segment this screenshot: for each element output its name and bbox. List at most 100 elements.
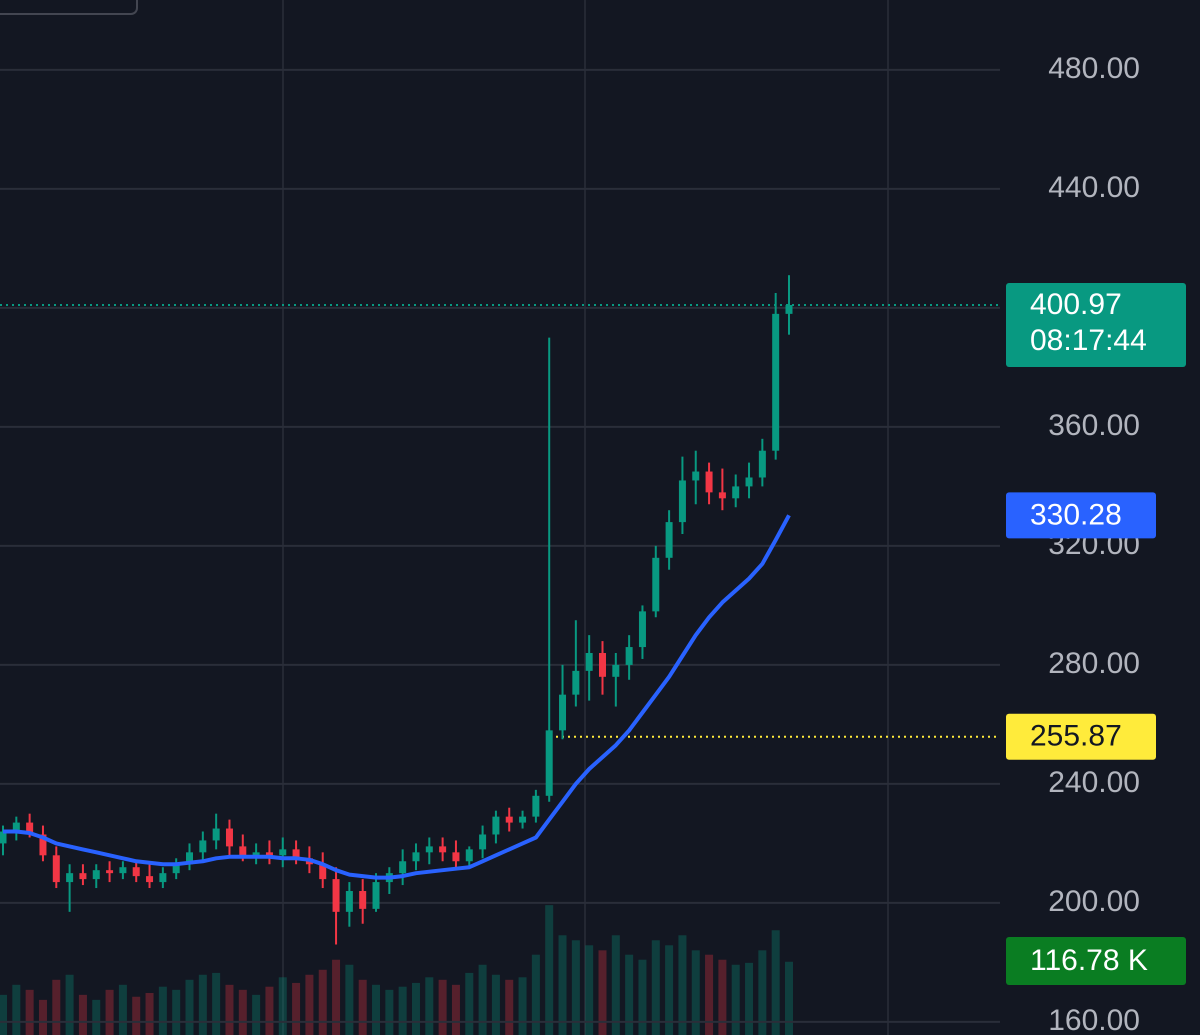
candle-body xyxy=(52,855,60,883)
candle-body xyxy=(26,822,34,835)
volume-label: 116.78 K xyxy=(1030,944,1148,977)
y-tick-label: 360.00 xyxy=(1048,409,1140,442)
volume-bar xyxy=(52,979,61,1035)
volume-bar xyxy=(225,984,234,1035)
volume-bar xyxy=(505,979,514,1035)
volume-bar xyxy=(411,982,420,1035)
candle-body xyxy=(186,852,194,865)
candle-body xyxy=(705,471,713,493)
candle-body xyxy=(239,846,247,856)
volume-bar xyxy=(425,977,434,1035)
candle-body xyxy=(572,670,580,695)
volume-bar xyxy=(238,989,247,1035)
volume-bar xyxy=(438,979,447,1035)
volume-bar xyxy=(638,959,647,1035)
candle-body xyxy=(119,867,127,874)
volume-bar xyxy=(611,935,620,1035)
candle-body xyxy=(332,879,340,912)
candle-body xyxy=(652,557,660,612)
candle-body xyxy=(92,870,100,880)
volume-bar xyxy=(731,964,740,1035)
candle-body xyxy=(252,852,260,856)
volume-bar xyxy=(292,982,301,1035)
volume-bar xyxy=(78,994,87,1035)
volume-bar xyxy=(718,959,727,1035)
candle-body xyxy=(412,852,420,862)
candle-body xyxy=(319,864,327,880)
volume-bar xyxy=(705,954,714,1035)
volume-bar xyxy=(691,950,700,1035)
candle-body xyxy=(585,653,593,671)
volume-bar xyxy=(491,974,500,1035)
volume-bar xyxy=(0,994,7,1035)
candle-body xyxy=(612,664,620,677)
volume-bar xyxy=(651,940,660,1035)
candle-body xyxy=(292,849,300,859)
volume-bar xyxy=(172,989,181,1035)
candle-body xyxy=(598,653,606,677)
volume-bar xyxy=(92,999,101,1035)
candle-body xyxy=(772,313,780,451)
volume-bar xyxy=(771,930,780,1035)
volume-bar xyxy=(252,994,261,1035)
candle-body xyxy=(172,864,180,874)
volume-bar xyxy=(745,962,754,1035)
volume-bar xyxy=(132,996,141,1035)
volume-bar xyxy=(571,940,580,1035)
candle-body xyxy=(212,828,220,841)
candle-body xyxy=(745,477,753,487)
candle-body xyxy=(665,522,673,558)
volume-bar xyxy=(518,977,527,1035)
price-line-badge xyxy=(1006,713,1156,760)
toolbar-button[interactable] xyxy=(0,0,138,15)
candle-body xyxy=(39,834,47,856)
candle-body xyxy=(372,882,380,909)
candle-body xyxy=(678,480,686,523)
countdown-label: 08:17:44 xyxy=(1030,324,1147,357)
volume-bar xyxy=(265,986,274,1035)
volume-bar xyxy=(305,974,314,1035)
volume-badge xyxy=(1006,937,1186,985)
volume-bar xyxy=(198,974,207,1035)
candle-body xyxy=(106,870,114,874)
volume-bar xyxy=(38,999,47,1035)
candle-body xyxy=(638,611,646,648)
candle-body xyxy=(79,873,87,880)
last-price-badge xyxy=(1006,283,1186,368)
volume-bar xyxy=(585,945,594,1035)
candle-body xyxy=(732,486,740,499)
candle-body xyxy=(785,305,793,314)
candle-body xyxy=(505,816,513,823)
volume-bar xyxy=(665,945,674,1035)
candle-body xyxy=(199,840,207,853)
volume-bar xyxy=(345,964,354,1035)
y-tick-label: 480.00 xyxy=(1048,52,1140,85)
volume-bar xyxy=(318,969,327,1035)
candle-body xyxy=(159,873,167,883)
candle-body xyxy=(345,891,353,912)
candle-body xyxy=(625,647,633,665)
volume-bar xyxy=(65,974,74,1035)
volume-bar xyxy=(278,977,287,1035)
candle-body xyxy=(225,828,233,847)
candle-body xyxy=(492,816,500,835)
volume-bar xyxy=(785,961,793,1035)
volume-bar xyxy=(558,935,567,1035)
candle-body xyxy=(545,730,553,796)
volume-bar xyxy=(12,984,21,1035)
volume-bar xyxy=(545,905,554,1035)
ma-badge xyxy=(1006,492,1156,539)
volume-bar xyxy=(105,989,114,1035)
price-line-label: 255.87 xyxy=(1030,720,1122,753)
volume-bar xyxy=(185,979,194,1035)
candle-body xyxy=(532,795,540,817)
candle-body xyxy=(146,876,154,883)
volume-bar xyxy=(758,950,767,1035)
y-tick-label: 160.00 xyxy=(1048,1004,1140,1035)
ma-value-label: 330.28 xyxy=(1030,498,1122,531)
candle-body xyxy=(66,873,74,883)
candle-body xyxy=(425,846,433,853)
candle-body xyxy=(692,471,700,481)
moving-average xyxy=(3,514,791,880)
